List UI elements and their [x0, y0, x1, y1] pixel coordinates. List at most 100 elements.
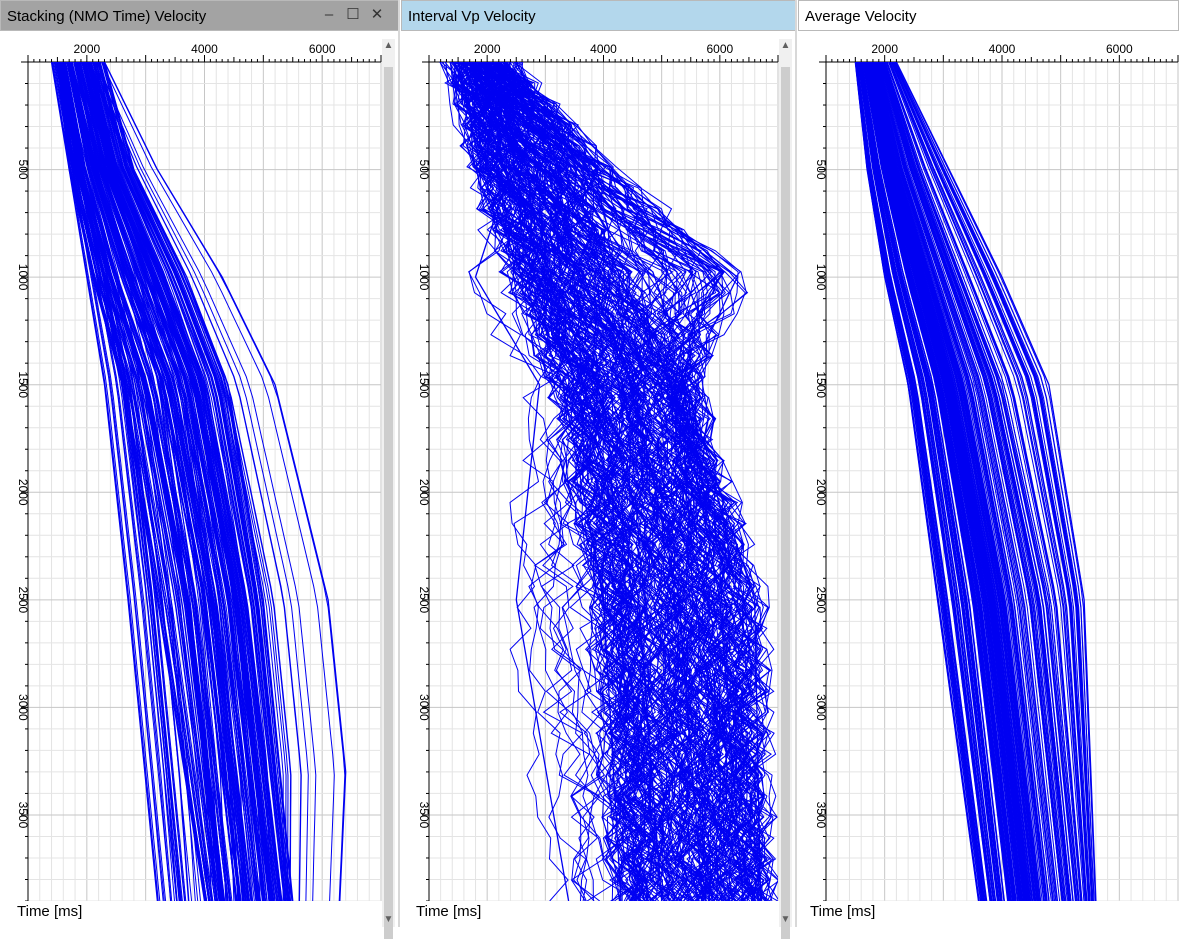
panel-title: Average Velocity: [805, 8, 917, 25]
velocity-curve: [99, 62, 290, 901]
velocity-curve: [879, 62, 1063, 901]
x-tick-label: 4000: [590, 42, 617, 56]
velocity-curve: [891, 62, 1090, 901]
velocity-curve: [862, 62, 1011, 901]
velocity-curve: [440, 62, 642, 901]
series-group: [439, 62, 778, 901]
velocity-curve: [480, 62, 714, 901]
panel-title-bar[interactable]: Stacking (NMO Time) Velocity – ☐ ✕: [0, 0, 400, 31]
velocity-curve: [67, 62, 240, 901]
velocity-curve: [881, 62, 1070, 901]
velocity-curve: [480, 62, 720, 901]
y-tick-label: 3000: [16, 694, 30, 721]
velocity-curve: [476, 62, 723, 901]
velocity-series-line: [77, 62, 264, 901]
velocity-curve: [103, 62, 291, 901]
velocity-curve: [473, 62, 741, 901]
minimize-icon[interactable]: –: [324, 6, 334, 23]
scroll-down-arrow[interactable]: ▼: [383, 914, 394, 925]
interval-vp-velocity-panel: Interval Vp Velocity 2000 4000 6000 500 1000…: [401, 0, 797, 939]
velocity-curve: [96, 62, 287, 901]
velocity-curve: [471, 62, 716, 901]
velocity-curve: [464, 62, 711, 901]
velocity-curve: [890, 62, 1089, 901]
velocity-curve: [859, 62, 999, 901]
velocity-curve: [85, 62, 276, 901]
velocity-curve: [481, 62, 680, 901]
velocity-curve: [468, 62, 587, 901]
velocity-curve: [874, 62, 1047, 901]
velocity-curve: [86, 62, 249, 901]
velocity-curve: [858, 62, 995, 901]
scroll-thumb[interactable]: [781, 67, 790, 939]
velocity-curve: [870, 62, 1036, 901]
vertical-scrollbar[interactable]: ▲ ▼: [779, 39, 792, 939]
velocity-curve: [69, 62, 248, 901]
velocity-curve: [96, 62, 317, 901]
velocity-curve: [863, 62, 1016, 901]
velocity-curve: [453, 62, 648, 901]
velocity-curve: [469, 62, 693, 901]
panel-separator[interactable]: [398, 0, 400, 927]
scroll-down-arrow[interactable]: ▼: [780, 914, 791, 925]
panel-title: Interval Vp Velocity: [408, 8, 536, 25]
velocity-series-line: [103, 62, 294, 901]
velocity-curve: [64, 62, 228, 901]
velocity-chart[interactable]: 2000 4000 6000 500 1000 1500 2000 2500 3000 3500: [8, 39, 382, 901]
velocity-curve: [98, 62, 289, 901]
velocity-curve: [60, 62, 216, 901]
velocity-curve: [864, 62, 1018, 901]
velocity-curve: [497, 62, 758, 901]
y-tick-label: 2500: [814, 586, 828, 613]
velocity-series-line: [854, 62, 980, 901]
stacking-velocity-panel: Stacking (NMO Time) Velocity – ☐ ✕ 2000 4…: [0, 0, 400, 939]
velocity-curve: [70, 62, 250, 901]
velocity-curve: [888, 62, 1085, 901]
velocity-curve: [479, 62, 733, 901]
velocity-series-line: [504, 62, 762, 901]
y-tick-label: 2000: [16, 479, 30, 506]
velocity-curve: [494, 62, 756, 901]
velocity-curve: [877, 62, 1057, 901]
velocity-chart[interactable]: 2000 4000 6000 500 1000 1500 2000 2500 3000 3500: [806, 39, 1179, 901]
panel-title-bar[interactable]: Average Velocity: [798, 0, 1179, 31]
scroll-thumb[interactable]: [384, 67, 393, 939]
y-tick-label: 3000: [814, 694, 828, 721]
velocity-curve: [874, 62, 1048, 901]
velocity-curve: [886, 62, 1083, 901]
y-tick-label: 1500: [417, 371, 431, 398]
vertical-scrollbar[interactable]: ▲ ▼: [382, 39, 395, 939]
velocity-series-line: [89, 62, 282, 901]
velocity-curve: [444, 62, 643, 901]
velocity-curve: [876, 62, 1052, 901]
velocity-curve: [856, 62, 988, 901]
velocity-curve: [515, 62, 778, 901]
close-icon[interactable]: ✕: [370, 6, 384, 23]
velocity-curve: [492, 62, 716, 901]
velocity-curve: [470, 62, 691, 901]
series-group: [854, 62, 1097, 901]
y-tick-label: 1500: [814, 371, 828, 398]
maximize-icon[interactable]: ☐: [346, 6, 360, 23]
velocity-curve: [458, 62, 661, 901]
velocity-curve: [873, 62, 1045, 901]
velocity-series-line: [474, 62, 570, 901]
velocity-curve: [892, 62, 1091, 901]
panel-title-bar[interactable]: Interval Vp Velocity: [401, 0, 797, 31]
velocity-curve: [67, 62, 201, 901]
velocity-chart[interactable]: 2000 4000 6000 500 1000 1500 2000 2500 3000 3500: [409, 39, 779, 901]
panel-separator[interactable]: [795, 0, 797, 927]
y-tick-label: 3000: [417, 694, 431, 721]
velocity-curve: [498, 62, 748, 901]
scroll-up-arrow[interactable]: ▲: [780, 40, 791, 51]
velocity-curve: [458, 62, 688, 901]
x-tick-label: 6000: [309, 42, 336, 56]
velocity-curve: [894, 62, 1095, 901]
velocity-curve: [68, 62, 244, 901]
velocity-curve: [863, 62, 1012, 901]
velocity-series-line: [62, 62, 223, 901]
velocity-curve: [74, 62, 259, 901]
velocity-curve: [501, 62, 773, 901]
scroll-up-arrow[interactable]: ▲: [383, 40, 394, 51]
velocity-series-line: [56, 62, 206, 901]
